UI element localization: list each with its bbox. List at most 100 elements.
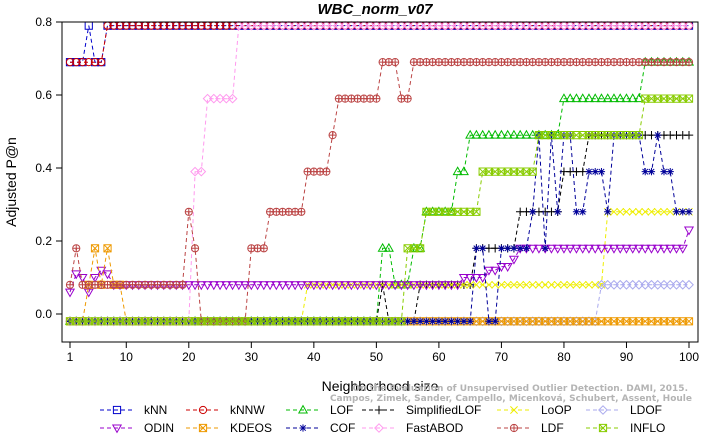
point-cof — [472, 244, 481, 252]
point-kdeos — [684, 317, 694, 326]
point-odin — [658, 244, 670, 254]
point-knnw — [90, 58, 100, 67]
point-ldf — [403, 94, 412, 103]
point-knnw — [78, 58, 87, 67]
point-odin — [196, 281, 207, 291]
point-cof — [541, 244, 549, 252]
point-lof — [627, 93, 638, 103]
y-tick-label: 0.0 — [35, 307, 52, 321]
point-odin — [483, 266, 494, 276]
plot-frame — [61, 21, 699, 343]
point-cof — [522, 244, 531, 252]
point-odin — [408, 281, 419, 291]
point-odin — [502, 263, 513, 272]
point-odin — [296, 281, 307, 291]
x-tick-label: 10 — [120, 350, 134, 364]
point-fastabod — [684, 20, 694, 31]
point-loop — [653, 207, 662, 216]
series-simplifiedlof — [65, 130, 694, 326]
point-fastabod — [196, 166, 207, 177]
point-lof — [577, 93, 588, 103]
point-lof — [621, 93, 632, 103]
point-knnw — [65, 58, 75, 67]
point-cof — [429, 317, 437, 325]
point-odin — [646, 244, 657, 254]
point-odin — [208, 281, 219, 291]
point-cof — [529, 208, 537, 216]
legend-marker-lof — [297, 404, 309, 414]
point-cof — [510, 244, 518, 252]
point-lof — [602, 93, 613, 103]
point-loop — [666, 207, 675, 216]
point-loop — [491, 280, 500, 289]
point-cof — [647, 168, 656, 176]
point-cof — [435, 317, 443, 325]
point-odin — [452, 281, 463, 291]
point-odin — [683, 226, 695, 236]
point-loop — [628, 207, 637, 216]
point-odin — [596, 244, 607, 254]
point-odin — [490, 266, 501, 276]
legend-item-inflo: INFLO — [586, 421, 665, 434]
point-odin — [252, 281, 263, 291]
point-lof — [483, 129, 494, 139]
point-lof — [552, 129, 563, 139]
point-cof — [579, 208, 587, 216]
point-loop — [553, 280, 562, 289]
y-axis-label: Adjusted P@n — [3, 137, 19, 227]
point-odin — [621, 244, 632, 254]
point-cof — [447, 317, 456, 325]
point-cof — [410, 317, 418, 325]
point-loop — [478, 280, 487, 289]
x-tick-label: 1 — [67, 350, 74, 364]
legend-item-knnw: kNNW — [186, 403, 265, 417]
legend-marker-knnw — [198, 405, 208, 415]
point-odin — [371, 281, 382, 291]
legend-marker-loop — [510, 406, 518, 414]
legend-item-fastabod: FastABOD — [362, 421, 464, 434]
point-cof — [422, 317, 430, 325]
point-cof — [441, 317, 449, 325]
point-lof — [540, 129, 551, 139]
point-inflo — [397, 317, 406, 326]
point-lof — [408, 242, 419, 252]
point-odin — [277, 281, 288, 291]
point-loop — [591, 280, 600, 289]
point-ldf — [372, 94, 381, 103]
point-odin — [433, 281, 444, 291]
point-odin — [258, 281, 269, 291]
point-loop — [522, 280, 531, 289]
point-odin — [571, 244, 582, 254]
point-odin — [671, 244, 682, 254]
point-loop — [647, 207, 656, 216]
point-odin — [602, 244, 613, 254]
point-inflo — [634, 131, 644, 140]
point-ldf — [259, 244, 268, 253]
point-loop — [509, 280, 518, 289]
point-odin — [558, 244, 570, 254]
legend-item-simplifiedlof: SimplifiedLOF — [362, 403, 481, 417]
legend-label-lof: LOF — [330, 403, 353, 417]
legend-label-ldof: LDOF — [630, 403, 662, 417]
point-odin — [546, 244, 557, 254]
series-ldf — [65, 58, 694, 326]
point-odin — [577, 244, 588, 254]
point-odin — [665, 244, 676, 254]
point-odin — [496, 263, 507, 272]
point-odin — [458, 274, 469, 283]
x-tick-label: 70 — [495, 350, 509, 364]
legend-label-simplifiedlof: SimplifiedLOF — [406, 403, 481, 417]
point-odin — [327, 281, 338, 291]
x-tick-label: 40 — [307, 350, 321, 364]
point-ldof — [684, 279, 694, 290]
point-cof — [666, 168, 674, 176]
point-odin — [533, 244, 544, 254]
x-tick-label: 30 — [245, 350, 259, 364]
point-loop — [641, 207, 650, 216]
point-odin — [83, 288, 94, 298]
point-loop — [559, 280, 568, 289]
point-odin — [221, 281, 232, 291]
legend-marker-ldf — [509, 423, 519, 433]
point-lof — [421, 206, 432, 216]
